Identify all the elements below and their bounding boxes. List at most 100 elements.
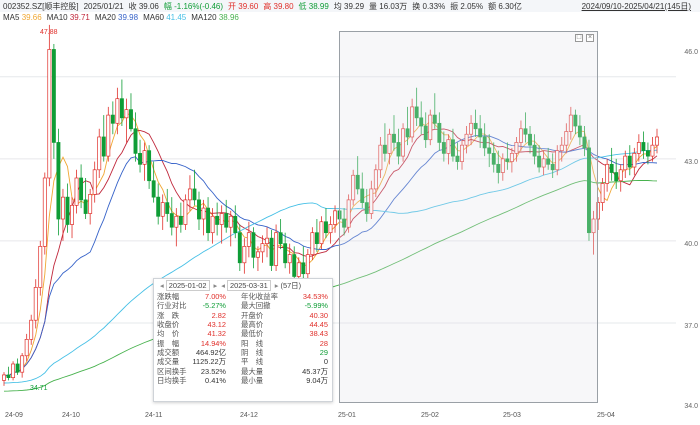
candle[interactable] bbox=[129, 93, 133, 132]
candle[interactable] bbox=[509, 147, 514, 173]
candle[interactable] bbox=[355, 156, 360, 195]
candle[interactable] bbox=[364, 188, 369, 222]
candle[interactable] bbox=[219, 205, 224, 244]
candle[interactable] bbox=[24, 333, 29, 362]
candle[interactable] bbox=[636, 134, 641, 162]
candle[interactable] bbox=[618, 164, 623, 192]
candle[interactable] bbox=[206, 197, 211, 241]
candle[interactable] bbox=[56, 128, 61, 236]
candle[interactable] bbox=[310, 227, 315, 261]
candle[interactable] bbox=[469, 115, 474, 146]
candle[interactable] bbox=[33, 279, 38, 329]
candle[interactable] bbox=[133, 112, 138, 162]
candle[interactable] bbox=[174, 208, 179, 247]
candle[interactable] bbox=[500, 153, 505, 181]
candle[interactable] bbox=[482, 123, 487, 157]
candle[interactable] bbox=[609, 147, 614, 181]
candle[interactable] bbox=[623, 150, 628, 178]
candle[interactable] bbox=[414, 87, 419, 127]
candle[interactable] bbox=[614, 158, 619, 189]
candle[interactable] bbox=[51, 43, 56, 159]
candle[interactable] bbox=[228, 210, 233, 247]
candle[interactable] bbox=[210, 208, 215, 244]
candle[interactable] bbox=[160, 194, 165, 230]
candle[interactable] bbox=[106, 106, 111, 162]
candle[interactable] bbox=[74, 169, 79, 214]
start-date[interactable]: 2025-01-02 bbox=[165, 280, 210, 291]
candle[interactable] bbox=[97, 128, 102, 178]
candle[interactable] bbox=[119, 79, 124, 127]
candle[interactable] bbox=[645, 142, 650, 165]
candle[interactable] bbox=[596, 197, 600, 230]
candle[interactable] bbox=[346, 194, 351, 233]
candle[interactable] bbox=[564, 123, 569, 154]
candle[interactable] bbox=[324, 208, 328, 239]
next-start-icon[interactable]: ▸ bbox=[213, 281, 218, 290]
candle[interactable] bbox=[305, 249, 310, 280]
candle[interactable] bbox=[491, 142, 496, 173]
candle[interactable] bbox=[169, 197, 174, 236]
candle[interactable] bbox=[187, 175, 192, 211]
candle[interactable] bbox=[460, 139, 464, 170]
candle[interactable] bbox=[287, 243, 292, 274]
candle[interactable] bbox=[47, 24, 52, 187]
candle[interactable] bbox=[201, 199, 206, 236]
candle[interactable] bbox=[265, 227, 269, 258]
candle[interactable] bbox=[20, 353, 25, 378]
candle[interactable] bbox=[627, 145, 632, 176]
candle[interactable] bbox=[632, 147, 637, 176]
candle[interactable] bbox=[88, 188, 93, 225]
candle[interactable] bbox=[577, 115, 582, 146]
candle[interactable] bbox=[115, 87, 120, 135]
prev-end-icon[interactable]: ◂ bbox=[221, 281, 225, 290]
candle[interactable] bbox=[369, 180, 374, 220]
candle[interactable] bbox=[428, 109, 433, 146]
candle[interactable] bbox=[314, 219, 319, 252]
candle[interactable] bbox=[392, 115, 396, 151]
candle[interactable] bbox=[528, 126, 532, 154]
next-end-icon[interactable]: ▸ bbox=[274, 281, 279, 290]
candle[interactable] bbox=[319, 216, 324, 250]
candle[interactable] bbox=[38, 240, 43, 296]
candle[interactable] bbox=[537, 145, 542, 173]
candle[interactable] bbox=[147, 145, 152, 189]
candle[interactable] bbox=[110, 101, 115, 135]
date-range-link[interactable]: 2024/09/10-2025/04/21(145日) bbox=[581, 2, 691, 11]
maximize-icon[interactable]: □ bbox=[575, 34, 583, 42]
candle[interactable] bbox=[333, 205, 337, 233]
candle[interactable] bbox=[269, 229, 274, 271]
candle[interactable] bbox=[487, 134, 492, 168]
candle[interactable] bbox=[496, 150, 501, 184]
candle[interactable] bbox=[83, 177, 88, 220]
candle[interactable] bbox=[233, 205, 238, 239]
candle[interactable] bbox=[215, 202, 220, 236]
candle[interactable] bbox=[464, 126, 469, 154]
candle[interactable] bbox=[178, 202, 183, 233]
candle[interactable] bbox=[455, 142, 460, 170]
candle[interactable] bbox=[142, 142, 147, 181]
candle[interactable] bbox=[410, 98, 415, 143]
candle[interactable] bbox=[655, 128, 659, 154]
candle[interactable] bbox=[450, 128, 455, 162]
candle[interactable] bbox=[70, 197, 74, 239]
candle[interactable] bbox=[441, 131, 446, 162]
candle[interactable] bbox=[600, 177, 605, 211]
kline-chart[interactable] bbox=[0, 22, 676, 412]
candle[interactable] bbox=[419, 101, 424, 135]
candle[interactable] bbox=[255, 246, 260, 271]
candle[interactable] bbox=[29, 314, 34, 345]
candle[interactable] bbox=[165, 188, 170, 222]
candle[interactable] bbox=[378, 136, 383, 178]
candle[interactable] bbox=[301, 246, 306, 280]
candle[interactable] bbox=[2, 372, 6, 386]
candle[interactable] bbox=[473, 109, 478, 137]
candle[interactable] bbox=[242, 238, 247, 274]
candle[interactable] bbox=[61, 188, 65, 241]
candle[interactable] bbox=[401, 123, 406, 162]
candle[interactable] bbox=[550, 153, 555, 178]
candle[interactable] bbox=[605, 158, 610, 192]
candle[interactable] bbox=[124, 98, 129, 143]
candle[interactable] bbox=[641, 131, 646, 159]
candle[interactable] bbox=[582, 126, 587, 157]
candle[interactable] bbox=[555, 145, 560, 176]
